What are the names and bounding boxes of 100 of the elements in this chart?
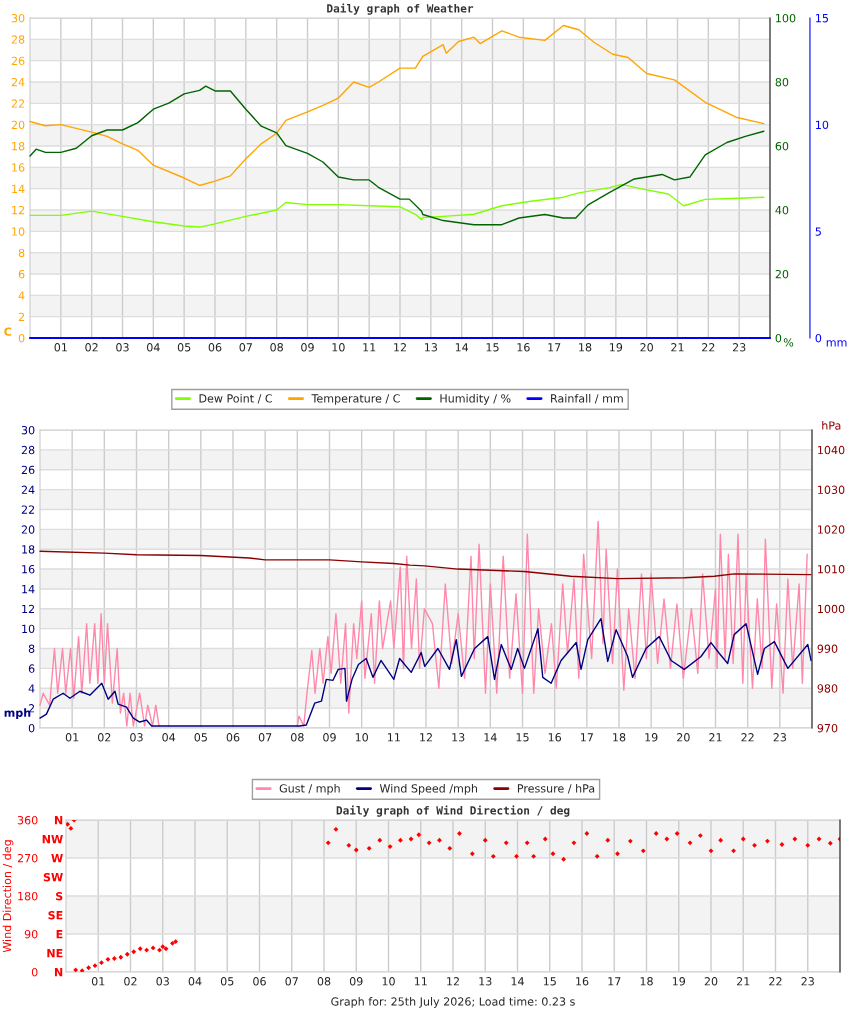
x-tick-label: 02 [85, 343, 98, 352]
x-tick-label: 06 [253, 977, 266, 986]
y-tick-label: 16 [12, 163, 25, 172]
x-tick-label: 07 [258, 733, 272, 742]
category-label: S [56, 891, 63, 901]
x-tick-label: 21 [736, 977, 750, 986]
legend-label: Humidity / % [440, 394, 511, 405]
x-tick-label: 16 [548, 733, 562, 742]
x-tick-label: 07 [239, 343, 252, 352]
y2-tick-label: 1030 [818, 485, 845, 494]
category-label: W [51, 854, 63, 863]
x-tick-label: 19 [645, 733, 658, 742]
x-tick-label: 11 [363, 343, 376, 352]
x-tick-label: 13 [424, 343, 438, 352]
x-tick-label: 06 [208, 343, 222, 352]
y-tick-label: 6 [18, 269, 25, 279]
x-tick-label: 05 [194, 733, 207, 742]
y-tick-label: 14 [22, 585, 35, 594]
x-tick-label: 21 [709, 733, 722, 742]
x-tick-label: 05 [177, 343, 191, 352]
x-tick-label: 04 [188, 977, 202, 986]
y3-axis-title: mm [826, 340, 847, 347]
x-tick-label: 06 [226, 733, 240, 742]
x-tick-label: 08 [291, 733, 304, 742]
y2-tick-label: 60 [775, 141, 789, 151]
x-tick-label: 12 [420, 733, 432, 742]
y-tick-label: 30 [21, 425, 35, 435]
x-tick-label: 01 [91, 977, 105, 986]
legend-label: Temperature / C [311, 394, 400, 405]
y-tick-label: 4 [18, 291, 25, 300]
y3-tick-label: 15 [816, 14, 828, 23]
y-tick-label: 28 [11, 35, 25, 44]
legend-label: Pressure / hPa [517, 784, 595, 794]
x-tick-label: 20 [640, 343, 653, 352]
y3-tick-label: 10 [816, 120, 829, 130]
x-tick-label: 16 [517, 343, 530, 352]
x-tick-label: 22 [769, 977, 782, 986]
x-tick-label: 04 [147, 343, 160, 352]
x-tick-label: 17 [608, 977, 621, 986]
y-tick-label: 18 [22, 545, 35, 554]
y2-tick-label: 980 [817, 684, 838, 693]
y-tick-label: 26 [11, 56, 25, 66]
x-tick-label: 23 [801, 977, 814, 986]
x-tick-label: 11 [414, 977, 427, 986]
y2-axis-title: % [783, 338, 794, 347]
y-axis-title: mph [4, 708, 31, 720]
y2-tick-label: 1000 [818, 604, 845, 614]
y2-tick-label: 1040 [818, 445, 845, 455]
y-tick-label: 24 [21, 485, 35, 494]
y2-tick-label: 20 [775, 269, 789, 279]
y-tick-label: 2 [18, 312, 25, 321]
y3-tick-label: 0 [815, 333, 822, 343]
x-tick-label: 01 [54, 343, 67, 352]
category-label: SE [48, 910, 63, 920]
y-axis-title: Wind Direction / deg [2, 840, 14, 953]
legend-label: Dew Point / C [199, 394, 273, 404]
category-label: N [54, 968, 63, 977]
x-tick-label: 14 [511, 977, 524, 986]
y-tick-label: 14 [12, 184, 25, 193]
y-tick-label: 0 [28, 723, 35, 733]
x-tick-label: 01 [65, 733, 79, 742]
x-tick-label: 10 [332, 343, 345, 352]
x-tick-label: 09 [301, 343, 314, 352]
y2-tick-label: 100 [776, 13, 796, 23]
legend-label: Wind Speed /mph [379, 784, 478, 795]
x-tick-label: 08 [317, 977, 331, 986]
y-tick-label: 2 [28, 704, 35, 713]
x-tick-label: 15 [543, 977, 556, 986]
x-tick-label: 11 [387, 733, 400, 742]
y-tick-label: 20 [11, 120, 25, 130]
x-tick-label: 22 [741, 733, 754, 742]
y-tick-label: 12 [22, 604, 35, 614]
x-tick-label: 16 [576, 977, 589, 986]
x-tick-label: 23 [732, 343, 746, 352]
x-tick-label: 09 [323, 733, 336, 742]
y-tick-label: 270 [17, 853, 38, 863]
y-tick-label: 6 [28, 664, 35, 673]
x-tick-label: 05 [220, 977, 234, 986]
line-series [29, 85, 765, 226]
y-tick-label: 30 [11, 13, 25, 23]
x-tick-label: 18 [579, 343, 592, 352]
y-tick-label: 10 [12, 227, 25, 236]
x-tick-label: 12 [394, 343, 406, 352]
x-tick-label: 19 [672, 977, 686, 986]
x-tick-label: 18 [613, 733, 626, 742]
y-tick-label: 360 [17, 815, 38, 825]
y-tick-label: 4 [28, 684, 35, 693]
y-tick-label: 0 [18, 333, 25, 343]
x-tick-label: 03 [116, 343, 129, 352]
y-tick-label: 12 [12, 205, 25, 215]
y-tick-label: 8 [18, 248, 25, 258]
y-tick-label: 24 [11, 77, 25, 87]
y-tick-label: 22 [11, 99, 25, 108]
y2-tick-label: 1010 [818, 565, 845, 574]
x-tick-label: 10 [355, 733, 368, 742]
x-tick-label: 15 [486, 343, 499, 352]
y-tick-label: 180 [18, 891, 38, 901]
x-tick-label: 02 [124, 977, 137, 986]
x-tick-label: 20 [704, 977, 718, 986]
x-tick-label: 19 [609, 343, 623, 352]
